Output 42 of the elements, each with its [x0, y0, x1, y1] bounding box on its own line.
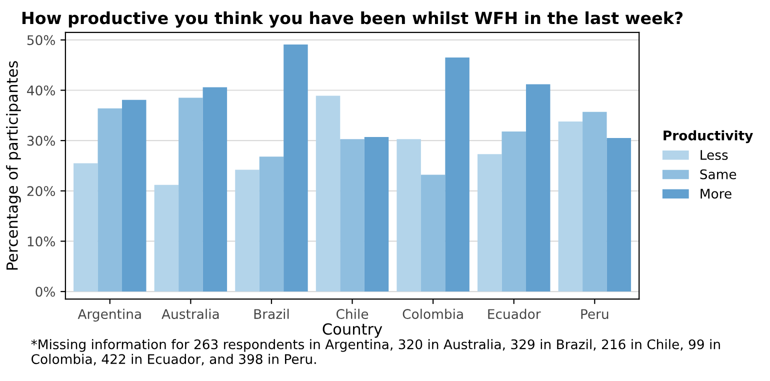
- bar: [74, 163, 98, 292]
- legend-title: Productivity: [664, 130, 753, 144]
- bar: [259, 156, 284, 292]
- bar: [420, 174, 446, 292]
- bar: [202, 87, 228, 292]
- x-tick-label: Colombia: [402, 308, 463, 320]
- bar: [364, 137, 389, 292]
- bar: [502, 132, 526, 292]
- text: *Missing information for 263 respondents in Argentina, 320 in Australia, 329 in Brazil, 216 in Chile, 99 in Colombia, 422 in Ecuador, and 398 in Peru.: [31, 339, 720, 366]
- y-tick-label: 40%: [27, 85, 55, 96]
- bar: [316, 96, 340, 292]
- x-tick-label: Ecuador: [488, 308, 541, 320]
- chart-title: How productive you think you have been whilst WFH in the last week?: [22, 11, 683, 28]
- x-axis-title: Country: [322, 323, 382, 338]
- x-tick-label: Peru: [581, 309, 608, 320]
- bar: [340, 139, 364, 292]
- x-tick-label: Chile: [336, 308, 368, 320]
- y-tick-label: 10%: [28, 236, 55, 246]
- bar: [284, 44, 308, 292]
- bar: [526, 84, 550, 292]
- bar: [178, 98, 203, 292]
- x-tick-label: Argentina: [78, 308, 141, 322]
- bar: [606, 138, 632, 292]
- legend-label: Less: [700, 150, 728, 160]
- bar: [582, 112, 607, 292]
- bar: [98, 108, 122, 292]
- x-tick-label: Australia: [162, 308, 219, 320]
- bar: [558, 121, 583, 292]
- y-tick-label: 50%: [27, 35, 55, 46]
- bar: [235, 170, 260, 292]
- y-tick-label: 20%: [27, 186, 55, 196]
- legend-label: More: [700, 188, 732, 199]
- x-tick-label: Brazil: [254, 308, 289, 320]
- bar: [396, 139, 421, 292]
- y-tick-label: 30%: [27, 136, 55, 146]
- y-tick-label: 0%: [36, 286, 55, 297]
- bar: [478, 154, 502, 292]
- bar: [445, 58, 470, 292]
- bar: [154, 184, 179, 292]
- legend-label: Same: [700, 169, 736, 180]
- bar: [122, 100, 146, 292]
- y-axis-title: Percentage of participantes: [6, 61, 21, 270]
